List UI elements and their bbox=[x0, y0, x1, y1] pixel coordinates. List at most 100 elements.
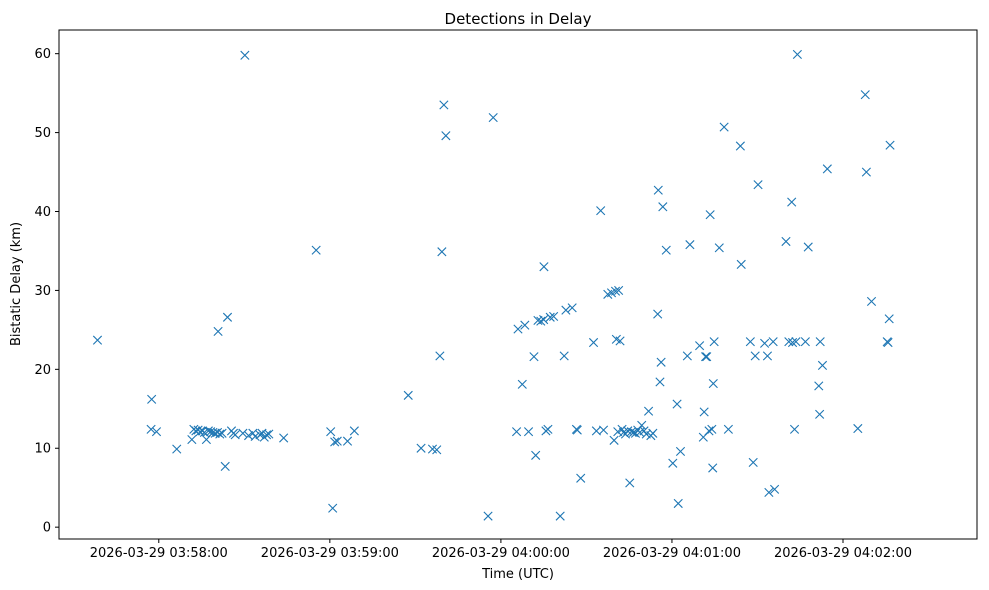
data-point bbox=[853, 423, 863, 434]
data-point bbox=[707, 424, 717, 434]
data-point bbox=[614, 285, 624, 296]
data-point bbox=[559, 351, 569, 361]
data-point bbox=[326, 427, 336, 437]
data-point bbox=[213, 326, 223, 337]
data-point bbox=[814, 381, 824, 391]
data-point bbox=[866, 296, 877, 307]
data-point bbox=[488, 113, 498, 123]
data-point bbox=[736, 259, 746, 269]
data-point bbox=[685, 240, 695, 250]
data-point bbox=[781, 236, 791, 247]
data-point bbox=[576, 473, 586, 483]
y-tick-label: 20 bbox=[34, 363, 51, 378]
x-tick-label: 2026-03-29 04:01:00 bbox=[603, 546, 741, 561]
data-point bbox=[517, 379, 527, 389]
y-tick-label: 30 bbox=[34, 284, 51, 299]
x-axis: 2026-03-29 03:58:00 2026-03-29 03:59:00 20… bbox=[90, 539, 912, 561]
data-point bbox=[483, 511, 493, 521]
data-point bbox=[655, 377, 665, 387]
data-point bbox=[539, 315, 549, 325]
data-point bbox=[187, 434, 197, 445]
data-point bbox=[609, 435, 619, 445]
x-tick-label: 2026-03-29 03:58:00 bbox=[90, 546, 228, 561]
data-point bbox=[800, 337, 810, 347]
data-point bbox=[723, 424, 733, 434]
data-point bbox=[675, 446, 686, 456]
data-point bbox=[769, 484, 780, 494]
data-point bbox=[803, 242, 813, 252]
data-point bbox=[695, 341, 705, 351]
data-point bbox=[513, 324, 523, 334]
data-point bbox=[220, 461, 230, 471]
y-tick-label: 60 bbox=[34, 47, 51, 62]
data-point bbox=[437, 247, 447, 257]
data-point bbox=[748, 457, 758, 468]
x-tick-label: 2026-03-29 04:02:00 bbox=[774, 546, 912, 561]
data-point bbox=[760, 338, 770, 348]
data-point bbox=[719, 122, 729, 132]
data-point bbox=[536, 316, 546, 326]
data-point bbox=[92, 335, 103, 345]
data-point bbox=[240, 50, 250, 60]
data-point bbox=[643, 406, 654, 416]
data-point bbox=[572, 425, 582, 435]
data-point bbox=[787, 337, 798, 348]
data-point bbox=[637, 420, 647, 430]
data-point bbox=[567, 303, 577, 313]
y-tick-label: 40 bbox=[34, 205, 51, 220]
data-point bbox=[596, 206, 606, 216]
data-point bbox=[708, 463, 718, 473]
plot-area bbox=[92, 49, 895, 521]
data-point bbox=[673, 498, 683, 509]
chart-title: Detections in Delay bbox=[445, 10, 592, 28]
data-point bbox=[520, 320, 530, 330]
data-point bbox=[543, 424, 553, 434]
data-point bbox=[658, 202, 668, 212]
data-point bbox=[702, 352, 712, 362]
data-point bbox=[709, 337, 719, 347]
data-point bbox=[787, 197, 797, 207]
data-point bbox=[610, 286, 621, 296]
data-point bbox=[147, 394, 157, 404]
data-point bbox=[215, 429, 225, 439]
data-point bbox=[714, 243, 724, 253]
data-point bbox=[328, 503, 338, 513]
data-point bbox=[623, 426, 633, 436]
data-point bbox=[617, 424, 627, 434]
data-point bbox=[885, 140, 895, 150]
data-point bbox=[708, 378, 718, 389]
y-tick-label: 10 bbox=[34, 442, 51, 457]
data-point bbox=[753, 180, 763, 190]
data-point bbox=[349, 426, 359, 436]
data-point bbox=[208, 427, 218, 438]
data-point bbox=[735, 141, 745, 151]
data-point bbox=[815, 409, 825, 419]
x-axis-title: Time (UTC) bbox=[481, 567, 554, 582]
data-point bbox=[672, 399, 682, 409]
data-point bbox=[549, 311, 559, 322]
data-point bbox=[661, 245, 671, 255]
data-point bbox=[704, 426, 714, 436]
data-point bbox=[762, 351, 773, 361]
data-point bbox=[332, 436, 342, 446]
data-point bbox=[435, 351, 445, 361]
data-point bbox=[230, 430, 240, 440]
data-point bbox=[151, 427, 162, 437]
data-point bbox=[598, 425, 609, 435]
data-point bbox=[745, 337, 755, 347]
data-point bbox=[311, 245, 321, 255]
y-tick-label: 0 bbox=[43, 521, 51, 536]
data-point bbox=[279, 433, 289, 443]
data-point bbox=[815, 337, 825, 347]
data-point bbox=[648, 428, 658, 438]
data-point bbox=[705, 210, 715, 220]
data-point bbox=[441, 131, 451, 141]
data-point bbox=[822, 164, 832, 174]
data-point bbox=[653, 185, 663, 195]
data-point bbox=[330, 437, 340, 447]
data-point bbox=[653, 309, 663, 319]
data-point bbox=[439, 100, 449, 110]
plot-frame bbox=[58, 29, 978, 540]
y-tick-label: 50 bbox=[34, 126, 51, 141]
